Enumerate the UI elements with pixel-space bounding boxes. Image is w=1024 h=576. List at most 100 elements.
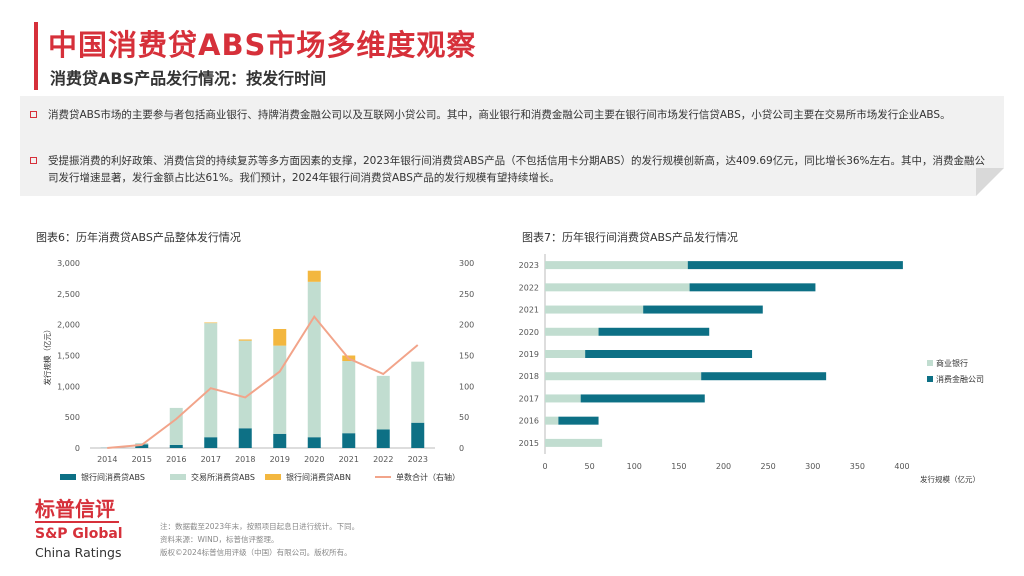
summary-bullet-2-text: 受提振消费的利好政策、消费信贷的持续复苏等多方面因素的支撑，2023年银行间消费… — [48, 155, 986, 184]
bar — [135, 444, 149, 448]
x-tick-label: 2021 — [339, 455, 359, 464]
bar — [273, 328, 287, 346]
x-tick-label: 400 — [894, 462, 909, 471]
page-title: 中国消费贷ABS市场多维度观察 — [48, 28, 477, 62]
y2-tick-label: 150 — [459, 352, 474, 361]
bar — [598, 327, 710, 336]
legend-swatch — [265, 474, 281, 480]
y-tick-label: 0 — [75, 444, 80, 453]
x-tick-label: 200 — [716, 462, 731, 471]
bar — [687, 261, 903, 270]
bar — [545, 394, 581, 403]
bar — [307, 281, 321, 438]
y-tick-label: 1,000 — [57, 382, 80, 391]
summary-bullet-1-text: 消费贷ABS市场的主要参与者包括商业银行、持牌消费金融公司以及互联网小贷公司。其… — [48, 109, 951, 121]
bar — [580, 394, 705, 403]
bar — [558, 416, 599, 425]
x-tick-label: 2017 — [201, 455, 221, 464]
y-tick-label: 2021 — [519, 306, 539, 315]
chart7-title: 图表7：历年银行间消费贷ABS产品发行情况 — [522, 231, 738, 244]
bar — [585, 350, 753, 358]
x-tick-label: 2020 — [304, 455, 324, 464]
page-subtitle: 消费贷ABS产品发行情况：按发行时间 — [50, 69, 327, 88]
count-line — [107, 314, 419, 449]
x-tick-label: 150 — [671, 462, 686, 471]
y-tick-label: 2023 — [519, 261, 539, 270]
logo-cn-text: 标普信评 — [35, 497, 115, 521]
legend-label: 单数合计（右轴） — [396, 472, 460, 482]
bar — [204, 323, 218, 438]
bar — [545, 261, 688, 270]
legend-swatch — [60, 474, 76, 480]
y-tick-label: 2018 — [519, 372, 539, 381]
bar — [204, 322, 218, 324]
bar — [238, 339, 252, 341]
footnote-2: 资料来源：WIND，标普信评整理。 — [160, 535, 279, 544]
y-tick-label: 2022 — [519, 283, 539, 292]
logo-divider — [35, 521, 119, 523]
bar — [545, 283, 690, 292]
bullet-square-icon — [30, 111, 37, 118]
chart6-overall-issuance: 0 500 1,000 1,500 2,000 2,500 3,000 0 50 100 150 20… — [42, 259, 474, 482]
x-tick-label: 2015 — [132, 455, 152, 464]
title-accent-bar — [34, 22, 38, 90]
y-tick-label: 1,500 — [57, 352, 80, 361]
bar — [545, 416, 559, 425]
x-tick-label: 50 — [585, 462, 595, 471]
legend-swatch — [927, 376, 933, 382]
chart7-interbank-issuance: 2023 2022 2021 2020 2019 2018 2017 2016 2015 0 50 1… — [519, 254, 984, 484]
legend-swatch — [927, 360, 933, 366]
bar — [238, 428, 252, 448]
bar — [273, 433, 287, 448]
bar — [307, 437, 321, 448]
y2-tick-label: 50 — [459, 413, 469, 422]
y-tick-label: 3,000 — [57, 259, 80, 268]
x-tick-label: 2023 — [408, 455, 428, 464]
bar — [411, 422, 425, 448]
x-tick-label: 300 — [805, 462, 820, 471]
bar — [689, 283, 816, 292]
bar — [643, 305, 763, 314]
logo-en-line2: China Ratings — [35, 545, 122, 560]
summary-bullet-1: 消费贷ABS市场的主要参与者包括商业银行、持牌消费金融公司以及互联网小贷公司。其… — [30, 107, 992, 124]
legend-label: 消费金融公司 — [936, 374, 984, 384]
legend-label: 银行间消费贷ABN — [286, 472, 351, 482]
y2-tick-label: 250 — [459, 290, 474, 299]
bar — [376, 429, 390, 448]
x-tick-label: 250 — [760, 462, 775, 471]
y-tick-label: 2,500 — [57, 290, 80, 299]
bar — [204, 437, 218, 448]
legend-label: 商业银行 — [936, 358, 968, 368]
footnote-1: 注：数据截至2023年末，按照项目起息日进行统计。下同。 — [160, 522, 360, 531]
y-tick-label: 2016 — [519, 417, 539, 426]
bar — [169, 407, 183, 445]
chart6-title: 图表6：历年消费贷ABS产品整体发行情况 — [36, 231, 241, 244]
x-axis-label: 发行规模（亿元） — [920, 474, 980, 484]
bar — [545, 372, 702, 381]
bar — [169, 444, 183, 448]
bar — [545, 438, 603, 447]
legend-swatch — [170, 474, 186, 480]
y-tick-label: 2,000 — [57, 321, 80, 330]
x-tick-label: 0 — [542, 462, 547, 471]
legend-label: 银行间消费贷ABS — [81, 472, 145, 482]
x-tick-label: 2014 — [97, 455, 117, 464]
y2-tick-label: 0 — [459, 444, 464, 453]
y-tick-label: 2015 — [519, 439, 539, 448]
bar — [238, 340, 252, 429]
summary-bullet-2: 受提振消费的利好政策、消费信贷的持续复苏等多方面因素的支撑，2023年银行间消费… — [30, 153, 992, 187]
x-tick-label: 2022 — [373, 455, 393, 464]
x-tick-label: 100 — [627, 462, 642, 471]
bar — [701, 372, 827, 381]
y2-tick-label: 200 — [459, 321, 474, 330]
x-tick-label: 2016 — [166, 455, 186, 464]
x-tick-label: 350 — [850, 462, 865, 471]
logo-en-line1: S&P Global — [35, 526, 123, 542]
bar — [411, 361, 425, 423]
y-axis-label: 发行规模（亿元） — [42, 326, 52, 386]
y2-tick-label: 100 — [459, 382, 474, 391]
y-tick-label: 2017 — [519, 394, 539, 403]
y-tick-label: 2019 — [519, 350, 539, 359]
y-tick-label: 2020 — [519, 328, 539, 337]
bar — [307, 270, 321, 282]
